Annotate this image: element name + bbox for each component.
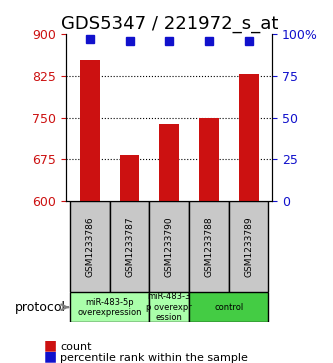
Text: GSM1233790: GSM1233790	[165, 216, 174, 277]
Text: GSM1233787: GSM1233787	[125, 216, 134, 277]
FancyBboxPatch shape	[150, 292, 189, 322]
FancyBboxPatch shape	[150, 201, 189, 292]
Text: miR-483-3
p overexpr
ession: miR-483-3 p overexpr ession	[146, 292, 192, 322]
FancyBboxPatch shape	[70, 292, 150, 322]
Bar	[120, 155, 140, 363]
Bar	[80, 60, 100, 363]
Text: miR-483-5p
overexpression: miR-483-5p overexpression	[77, 298, 142, 317]
Text: GSM1233789: GSM1233789	[244, 216, 253, 277]
FancyBboxPatch shape	[70, 201, 110, 292]
FancyBboxPatch shape	[189, 292, 268, 322]
FancyBboxPatch shape	[229, 201, 268, 292]
FancyBboxPatch shape	[110, 201, 150, 292]
Title: GDS5347 / 221972_s_at: GDS5347 / 221972_s_at	[61, 15, 278, 33]
Text: percentile rank within the sample: percentile rank within the sample	[60, 353, 248, 363]
Text: GSM1233788: GSM1233788	[204, 216, 213, 277]
Text: control: control	[214, 303, 243, 312]
Bar	[199, 118, 219, 363]
Text: ■: ■	[43, 349, 56, 363]
Bar	[239, 74, 258, 363]
Text: GSM1233786: GSM1233786	[85, 216, 94, 277]
Bar	[159, 125, 179, 363]
Text: count: count	[60, 342, 92, 352]
Text: protocol: protocol	[15, 301, 66, 314]
FancyBboxPatch shape	[189, 201, 229, 292]
Text: ■: ■	[43, 338, 56, 352]
